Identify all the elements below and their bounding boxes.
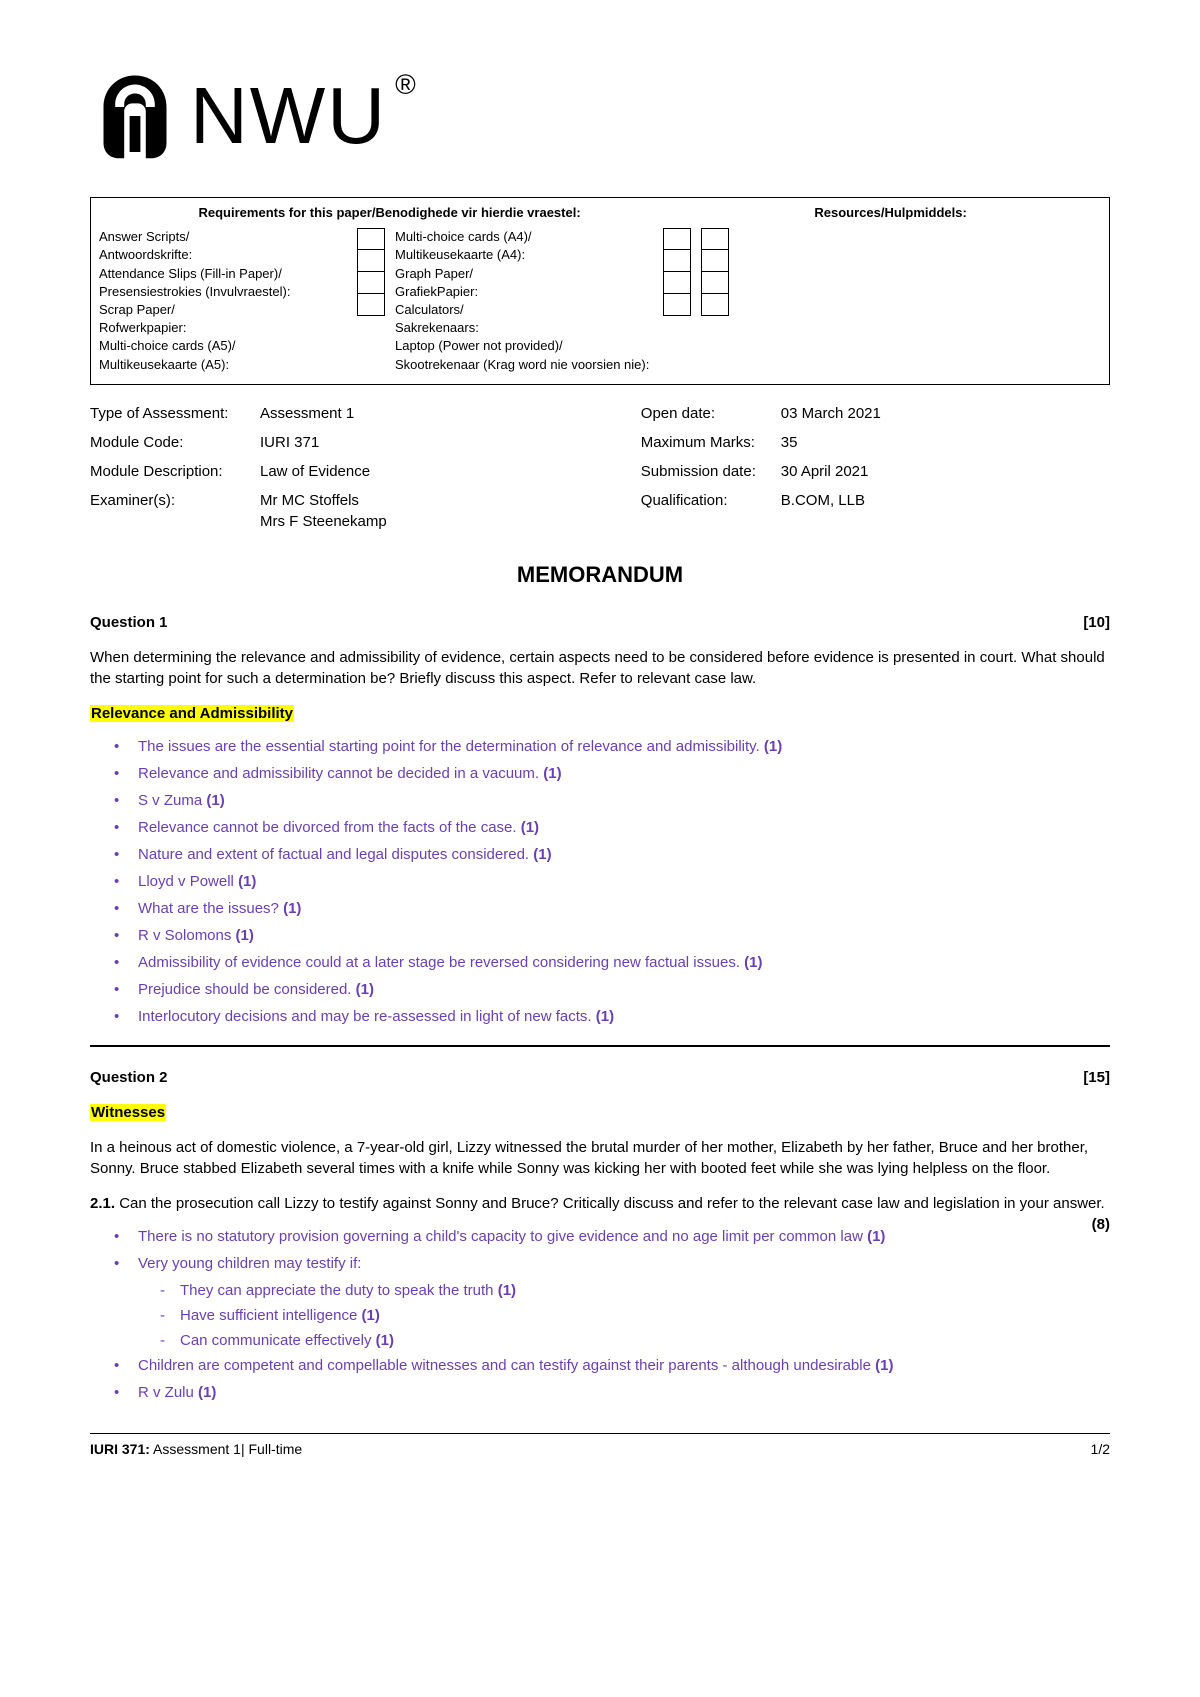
meta-value: Assessment 1 — [260, 403, 354, 424]
q1-subheading: Relevance and Admissibility — [90, 705, 294, 722]
meta-label: Module Description: — [90, 461, 260, 482]
checkbox[interactable] — [357, 250, 385, 272]
checkbox[interactable] — [663, 250, 691, 272]
assessment-meta: Type of Assessment:Assessment 1 Module C… — [90, 403, 1110, 540]
question-1-header: Question 1 [10] — [90, 612, 1110, 633]
list-item: Relevance cannot be divorced from the fa… — [90, 817, 1110, 838]
meta-value: IURI 371 — [260, 432, 319, 453]
list-item: R v Zulu (1) — [90, 1382, 1110, 1403]
question-2-marks: [15] — [1083, 1067, 1110, 1088]
checkbox[interactable] — [663, 228, 691, 250]
sub-list: They can appreciate the duty to speak th… — [90, 1280, 1110, 1351]
req-checkboxes-1 — [357, 228, 387, 374]
question-1-marks: [10] — [1083, 612, 1110, 633]
checkbox[interactable] — [701, 294, 729, 316]
req-col2: Multi-choice cards (A4)/ Multikeusekaart… — [395, 228, 655, 374]
meta-value: 30 April 2021 — [781, 461, 869, 482]
meta-label: Maximum Marks: — [641, 432, 781, 453]
logo-letters: NWU — [190, 60, 387, 172]
divider — [90, 1045, 1110, 1047]
req-col3 — [739, 228, 1101, 374]
meta-value: 03 March 2021 — [781, 403, 881, 424]
list-item: Interlocutory decisions and may be re-as… — [90, 1006, 1110, 1027]
checkbox[interactable] — [701, 228, 729, 250]
sub-list-item: Can communicate effectively (1) — [90, 1330, 1110, 1351]
footer-page: 1/2 — [1091, 1440, 1110, 1460]
list-item: There is no statutory provision governin… — [90, 1226, 1110, 1247]
req-checkboxes-3 — [701, 228, 731, 374]
list-item: Relevance and admissibility cannot be de… — [90, 763, 1110, 784]
logo-registered: ® — [395, 65, 418, 104]
list-item: Prejudice should be considered. (1) — [90, 979, 1110, 1000]
list-item: Admissibility of evidence could at a lat… — [90, 952, 1110, 973]
list-item: Very young children may testify if: — [90, 1253, 1110, 1274]
checkbox[interactable] — [357, 228, 385, 250]
question-1-text: When determining the relevance and admis… — [90, 647, 1110, 689]
list-item: The issues are the essential starting po… — [90, 736, 1110, 757]
req-checkboxes-2 — [663, 228, 693, 374]
checkbox[interactable] — [701, 272, 729, 294]
checkbox[interactable] — [663, 272, 691, 294]
question-2-text: In a heinous act of domestic violence, a… — [90, 1137, 1110, 1179]
sub-list-item: Have sufficient intelligence (1) — [90, 1305, 1110, 1326]
footer-desc: Assessment 1| Full-time — [150, 1441, 302, 1457]
checkbox[interactable] — [663, 294, 691, 316]
list-item: R v Solomons (1) — [90, 925, 1110, 946]
list-item: Children are competent and compellable w… — [90, 1355, 1110, 1376]
q1-points-list: The issues are the essential starting po… — [90, 736, 1110, 1027]
meta-value: Mr MC Stoffels Mrs F Steenekamp — [260, 490, 387, 532]
question-1-title: Question 1 — [90, 612, 168, 633]
req-col1: Answer Scripts/ Antwoordskrifte: Attenda… — [99, 228, 349, 374]
question-2-header: Question 2 [15] — [90, 1067, 1110, 1088]
logo-block: NWU ® — [90, 60, 1110, 172]
logo-text: NWU ® — [190, 60, 418, 172]
question-2-title: Question 2 — [90, 1067, 168, 1088]
meta-label: Type of Assessment: — [90, 403, 260, 424]
requirements-box: Requirements for this paper/Benodighede … — [90, 197, 1110, 385]
meta-label: Submission date: — [641, 461, 781, 482]
q2-sub-number: 2.1. — [90, 1195, 115, 1212]
list-item: What are the issues? (1) — [90, 898, 1110, 919]
checkbox[interactable] — [701, 250, 729, 272]
list-item: S v Zuma (1) — [90, 790, 1110, 811]
q2-subheading: Witnesses — [90, 1104, 166, 1121]
sub-list-item: They can appreciate the duty to speak th… — [90, 1280, 1110, 1301]
q2-sub-text: Can the prosecution call Lizzy to testif… — [119, 1195, 1105, 1212]
q2-points-list: There is no statutory provision governin… — [90, 1226, 1110, 1403]
list-item: Lloyd v Powell (1) — [90, 871, 1110, 892]
checkbox[interactable] — [357, 272, 385, 294]
meta-label: Qualification: — [641, 490, 781, 511]
list-item: Nature and extent of factual and legal d… — [90, 844, 1110, 865]
checkbox[interactable] — [357, 294, 385, 316]
meta-label: Module Code: — [90, 432, 260, 453]
meta-label: Examiner(s): — [90, 490, 260, 532]
nwu-logo-icon — [90, 71, 180, 161]
q2-subquestion: 2.1. Can the prosecution call Lizzy to t… — [90, 1193, 1110, 1214]
meta-value: Law of Evidence — [260, 461, 370, 482]
req-header-right: Resources/Hulpmiddels: — [680, 204, 1101, 222]
req-header-left: Requirements for this paper/Benodighede … — [99, 204, 680, 222]
meta-value: B.COM, LLB — [781, 490, 865, 511]
memorandum-title: MEMORANDUM — [90, 560, 1110, 591]
page-footer: IURI 371: Assessment 1| Full-time 1/2 — [90, 1433, 1110, 1460]
meta-value: 35 — [781, 432, 798, 453]
footer-module: IURI 371: — [90, 1441, 150, 1457]
meta-label: Open date: — [641, 403, 781, 424]
